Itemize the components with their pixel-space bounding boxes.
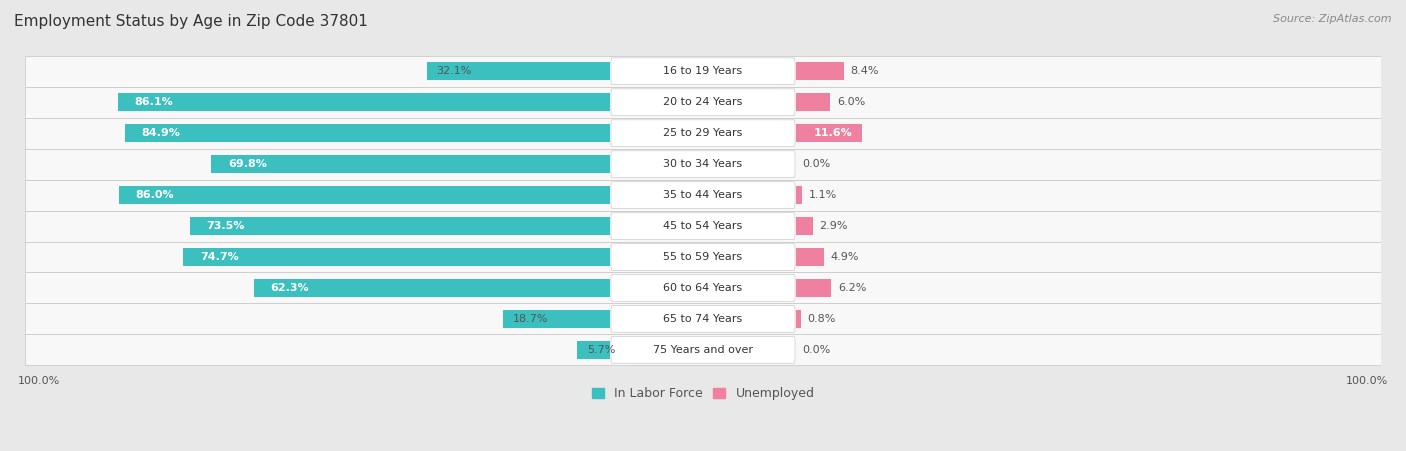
Text: 55 to 59 Years: 55 to 59 Years: [664, 252, 742, 262]
FancyBboxPatch shape: [25, 56, 1381, 87]
FancyBboxPatch shape: [612, 182, 794, 208]
Bar: [254, 279, 610, 297]
FancyBboxPatch shape: [612, 336, 794, 363]
Bar: [118, 186, 610, 204]
FancyBboxPatch shape: [612, 151, 794, 177]
Bar: [796, 248, 824, 266]
FancyBboxPatch shape: [25, 242, 1381, 272]
Text: 4.9%: 4.9%: [831, 252, 859, 262]
Text: 60 to 64 Years: 60 to 64 Years: [664, 283, 742, 293]
Text: 30 to 34 Years: 30 to 34 Years: [664, 159, 742, 169]
Text: 86.1%: 86.1%: [135, 97, 173, 107]
FancyBboxPatch shape: [25, 272, 1381, 304]
Bar: [796, 62, 844, 80]
Text: 25 to 29 Years: 25 to 29 Years: [664, 128, 742, 138]
FancyBboxPatch shape: [612, 306, 794, 332]
FancyBboxPatch shape: [25, 304, 1381, 335]
FancyBboxPatch shape: [612, 89, 794, 115]
Text: 0.0%: 0.0%: [803, 159, 831, 169]
FancyBboxPatch shape: [612, 58, 794, 84]
Text: 20 to 24 Years: 20 to 24 Years: [664, 97, 742, 107]
Bar: [503, 310, 610, 328]
Bar: [426, 62, 610, 80]
Bar: [796, 279, 831, 297]
Text: 0.8%: 0.8%: [807, 314, 835, 324]
Bar: [578, 341, 610, 359]
Text: 5.7%: 5.7%: [588, 345, 616, 355]
Text: 16 to 19 Years: 16 to 19 Years: [664, 66, 742, 76]
FancyBboxPatch shape: [25, 335, 1381, 365]
Text: 6.2%: 6.2%: [838, 283, 866, 293]
FancyBboxPatch shape: [25, 179, 1381, 211]
Bar: [190, 217, 610, 235]
Bar: [796, 186, 803, 204]
FancyBboxPatch shape: [612, 213, 794, 239]
Text: 0.0%: 0.0%: [803, 345, 831, 355]
FancyBboxPatch shape: [25, 149, 1381, 179]
Text: 1.1%: 1.1%: [808, 190, 837, 200]
FancyBboxPatch shape: [612, 275, 794, 301]
Text: 45 to 54 Years: 45 to 54 Years: [664, 221, 742, 231]
FancyBboxPatch shape: [25, 211, 1381, 242]
FancyBboxPatch shape: [25, 87, 1381, 118]
Bar: [211, 155, 610, 173]
Text: 73.5%: 73.5%: [207, 221, 245, 231]
Bar: [118, 93, 610, 111]
FancyBboxPatch shape: [612, 120, 794, 147]
Bar: [796, 93, 831, 111]
Bar: [125, 124, 610, 142]
FancyBboxPatch shape: [25, 118, 1381, 149]
Text: Source: ZipAtlas.com: Source: ZipAtlas.com: [1274, 14, 1392, 23]
Bar: [796, 217, 813, 235]
Text: 69.8%: 69.8%: [228, 159, 267, 169]
Text: Employment Status by Age in Zip Code 37801: Employment Status by Age in Zip Code 378…: [14, 14, 368, 28]
Bar: [183, 248, 610, 266]
Text: 32.1%: 32.1%: [437, 66, 472, 76]
Bar: [796, 310, 800, 328]
FancyBboxPatch shape: [612, 244, 794, 270]
Bar: [796, 124, 862, 142]
Text: 62.3%: 62.3%: [271, 283, 309, 293]
Text: 11.6%: 11.6%: [814, 128, 852, 138]
Text: 74.7%: 74.7%: [200, 252, 239, 262]
Text: 65 to 74 Years: 65 to 74 Years: [664, 314, 742, 324]
Text: 75 Years and over: 75 Years and over: [652, 345, 754, 355]
Text: 6.0%: 6.0%: [837, 97, 865, 107]
Text: 84.9%: 84.9%: [142, 128, 180, 138]
Text: 8.4%: 8.4%: [851, 66, 879, 76]
Legend: In Labor Force, Unemployed: In Labor Force, Unemployed: [586, 382, 820, 405]
Text: 35 to 44 Years: 35 to 44 Years: [664, 190, 742, 200]
Text: 86.0%: 86.0%: [135, 190, 174, 200]
Text: 18.7%: 18.7%: [513, 314, 548, 324]
Text: 2.9%: 2.9%: [820, 221, 848, 231]
